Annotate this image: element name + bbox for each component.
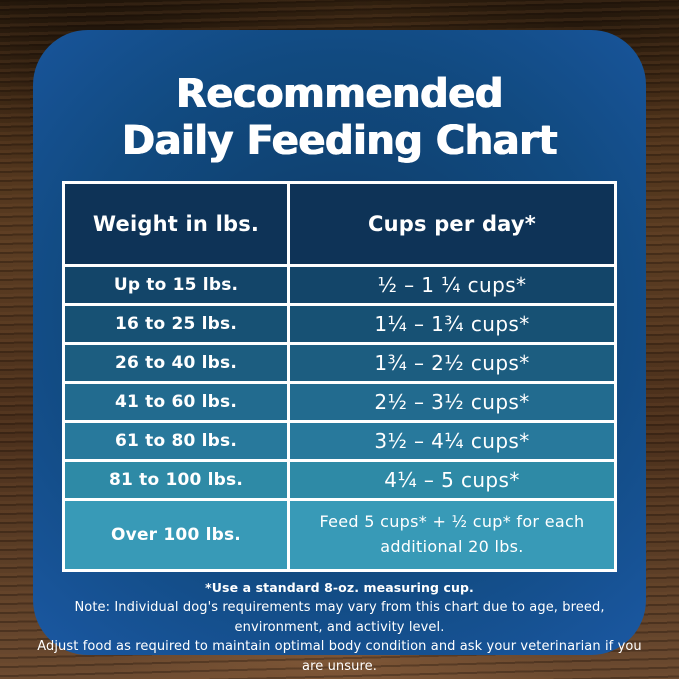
weight-cell-row-4: 41 to 60 lbs. — [65, 384, 287, 420]
weight-cell-row-6: 81 to 100 lbs. — [65, 462, 287, 498]
page-title: Recommended Daily Feeding Chart — [33, 71, 646, 165]
measuring-cup-note: *Use a standard 8-oz. measuring cup. — [205, 580, 474, 595]
feeding-chart-card: Recommended Daily Feeding Chart Weight i… — [33, 30, 646, 674]
column-header-weight: Weight in lbs. — [65, 184, 287, 264]
disclaimer-line-1: Note: Individual dog's requirements may … — [74, 600, 605, 635]
feeding-table: Weight in lbs. Cups per day* Up to 15 lb… — [62, 181, 617, 572]
cups-cell-row-1: ½ – 1 ¼ cups* — [290, 267, 614, 303]
disclaimer-line-2: Adjust food as required to maintain opti… — [37, 639, 642, 674]
footnotes: *Use a standard 8-oz. measuring cup. Not… — [33, 580, 646, 676]
cups-cell-row-5: 3½ – 4¼ cups* — [290, 423, 614, 459]
weight-cell-row-2: 16 to 25 lbs. — [65, 306, 287, 342]
cups-cell-row-4: 2½ – 3½ cups* — [290, 384, 614, 420]
weight-cell-row-1: Up to 15 lbs. — [65, 267, 287, 303]
title-line-2: Daily Feeding Chart — [121, 118, 558, 165]
weight-cell-row-5: 61 to 80 lbs. — [65, 423, 287, 459]
weight-cell-row-7: Over 100 lbs. — [65, 501, 287, 569]
title-line-1: Recommended — [176, 71, 503, 117]
cups-cell-row-2: 1¼ – 1¾ cups* — [290, 306, 614, 342]
column-header-cups: Cups per day* — [290, 184, 614, 264]
cups-cell-row-6: 4¼ – 5 cups* — [290, 462, 614, 498]
weight-cell-row-3: 26 to 40 lbs. — [65, 345, 287, 381]
cups-cell-row-3: 1¾ – 2½ cups* — [290, 345, 614, 381]
cups-cell-row-7: Feed 5 cups* + ½ cup* for each additiona… — [290, 501, 614, 569]
